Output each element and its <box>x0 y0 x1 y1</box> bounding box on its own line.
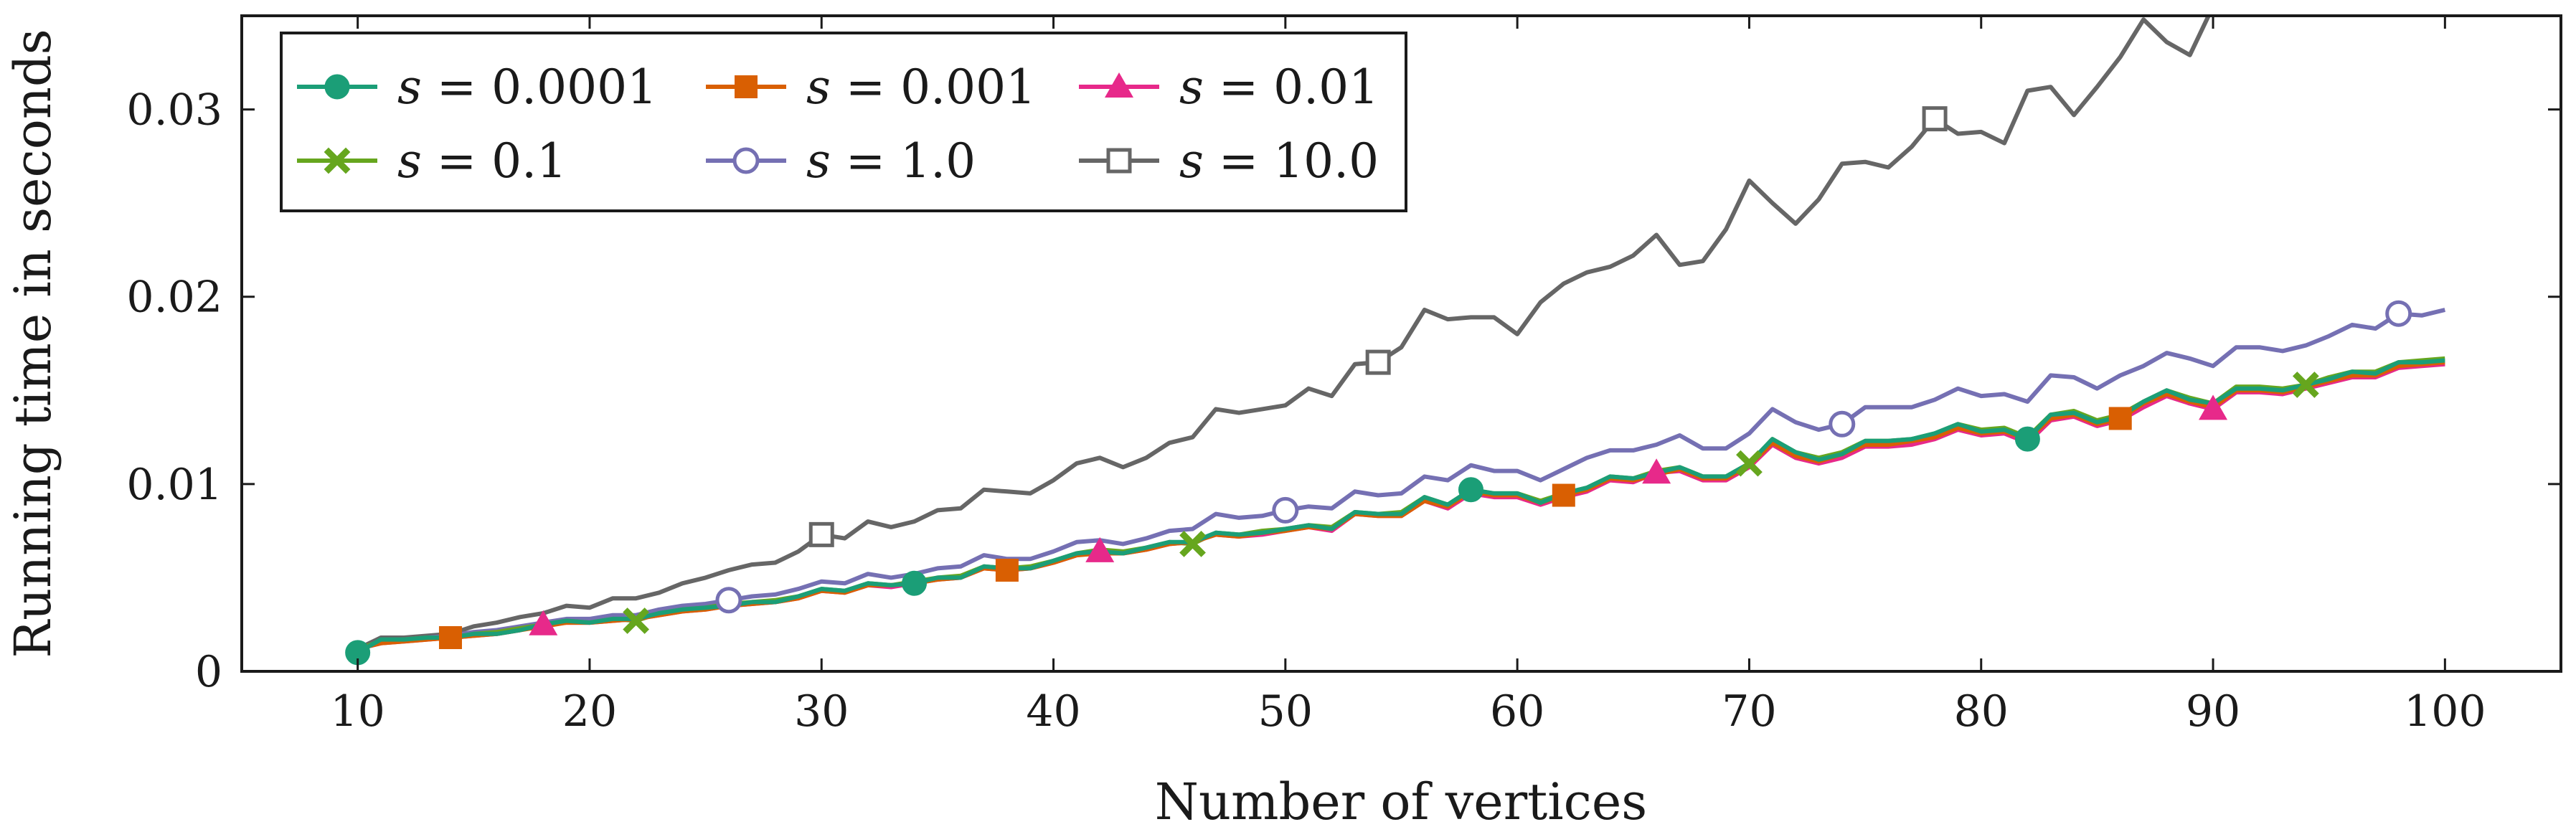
data-point-marker <box>529 610 558 635</box>
series-line-4 <box>357 308 2446 651</box>
legend-label: s = 0.1 <box>397 133 567 189</box>
legend-box <box>280 32 1407 212</box>
series-line-0 <box>357 358 2445 655</box>
legend-label-value: = 1.0 <box>831 133 976 189</box>
data-point-marker <box>1458 477 1483 503</box>
data-point-marker <box>1272 496 1299 524</box>
data-point-marker <box>715 587 742 614</box>
legend-label-var: s <box>1179 60 1204 115</box>
axis-layer: 10 20 30 40 50 60 70 80 90 100 0 0.01 0.02 0.03 <box>126 16 2561 737</box>
legend-entry: s = 0.0001 <box>297 60 657 115</box>
x-tick-label: 10 <box>330 686 384 737</box>
legend-entry: s = 10.0 <box>1079 133 1379 189</box>
y-axis-title: Running time in seconds <box>4 29 62 658</box>
legend-marker <box>1106 148 1132 174</box>
x-tick-label: 60 <box>1490 686 1544 737</box>
data-point-marker-stroke <box>1736 450 1763 477</box>
legend-label: s = 1.0 <box>806 133 976 189</box>
x-tick-label: 40 <box>1026 686 1080 737</box>
data-point-marker <box>2199 394 2228 420</box>
series-layer <box>357 16 2446 655</box>
legend-label-value: = 0.0001 <box>422 60 657 115</box>
legend-label: s = 0.01 <box>1179 60 1379 115</box>
data-point-marker <box>2108 407 2132 430</box>
legend-label: s = 10.0 <box>1179 133 1379 189</box>
x-tick-label: 20 <box>562 686 617 737</box>
legend-label-var: s <box>397 60 422 115</box>
series-line-5 <box>357 16 2212 651</box>
legend-entry: s = 0.001 <box>706 60 1036 115</box>
legend-label: s = 0.001 <box>806 60 1036 115</box>
plot-frame <box>240 14 2562 673</box>
legend-entry: s = 0.1 <box>297 133 567 189</box>
legend-label-var: s <box>806 133 831 189</box>
data-point-marker-stroke <box>623 608 649 634</box>
legend-label-var: s <box>397 133 422 189</box>
legend-marker <box>324 74 350 100</box>
data-point-marker <box>808 521 834 547</box>
data-point-marker-stroke <box>1179 531 1206 557</box>
legend-marker <box>324 147 351 174</box>
data-point-marker <box>1365 349 1391 375</box>
legend-label-value: = 0.01 <box>1204 60 1379 115</box>
legend-marker <box>1105 72 1133 98</box>
legend-label-value: = 10.0 <box>1204 133 1379 189</box>
data-point-marker <box>902 570 928 596</box>
data-point-marker-stroke <box>2292 372 2319 398</box>
data-point-marker <box>1736 450 1763 477</box>
legend-marker <box>735 75 758 98</box>
x-tick-label: 30 <box>794 686 849 737</box>
x-tick-label: 50 <box>1258 686 1313 737</box>
legend-label-var: s <box>806 60 831 115</box>
data-point-marker <box>2385 300 2412 327</box>
x-axis-title: Number of vertices <box>1155 772 1647 831</box>
legend-label-var: s <box>1179 133 1204 189</box>
legend-marker <box>732 147 760 174</box>
data-point-marker <box>1922 106 1948 132</box>
x-tick-label: 70 <box>1722 686 1776 737</box>
y-tick-label: 0.02 <box>126 273 222 323</box>
legend-label-value: = 0.001 <box>831 60 1036 115</box>
legend-label-value: = 0.1 <box>422 133 567 189</box>
y-tick-label: 0 <box>195 647 222 697</box>
marker-layer <box>345 106 2412 666</box>
data-point-marker <box>2292 372 2319 398</box>
x-tick-label: 80 <box>1954 686 2009 737</box>
data-point-marker <box>1642 458 1671 484</box>
data-point-marker <box>1179 531 1206 557</box>
y-tick-label: 0.01 <box>126 460 222 510</box>
data-point-marker <box>1552 483 1575 507</box>
data-point-marker <box>438 625 462 649</box>
data-point-marker <box>2014 426 2040 452</box>
y-tick-label: 0.03 <box>126 85 222 136</box>
legend: s = 0.0001 s = 0.001 s = 0.01s = 0.1 s = 1.… <box>280 32 1407 212</box>
legend-label: s = 0.0001 <box>397 60 657 115</box>
data-point-marker <box>1085 536 1115 562</box>
legend-marker-stroke <box>324 147 351 174</box>
data-point-marker <box>623 608 649 634</box>
x-tick-label: 100 <box>2404 686 2486 737</box>
x-tick-label: 90 <box>2186 686 2240 737</box>
data-point-marker <box>995 558 1019 582</box>
legend-entry: s = 0.01 <box>1079 60 1379 115</box>
data-point-marker <box>1829 410 1856 438</box>
legend-entry: s = 1.0 <box>706 133 976 189</box>
